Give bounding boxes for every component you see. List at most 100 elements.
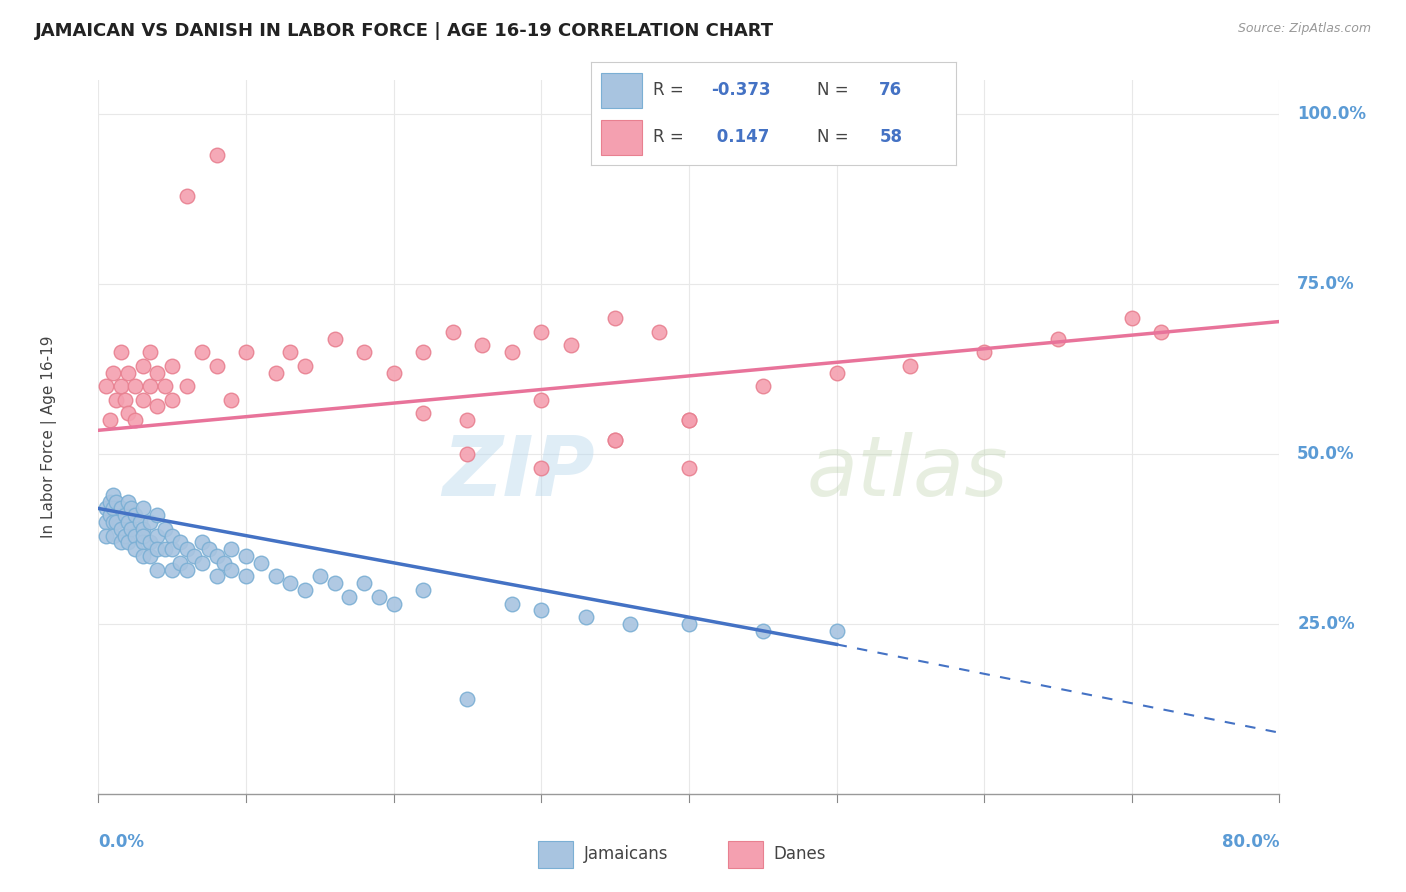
Point (353, 576, 375, 591)
Point (456, 413, 478, 427)
Point (146, 528, 169, 542)
Point (235, 345, 257, 359)
Point (323, 332, 346, 346)
Point (117, 535, 139, 549)
Point (139, 345, 162, 359)
Point (205, 549, 228, 563)
Point (162, 359, 183, 373)
Point (162, 392, 183, 407)
Point (146, 366, 169, 380)
Point (124, 542, 146, 557)
Point (619, 617, 641, 632)
Point (124, 528, 146, 542)
Point (124, 379, 146, 393)
Point (678, 413, 700, 427)
Bar (728, 841, 762, 868)
Point (94, 528, 117, 542)
Text: N =: N = (817, 81, 849, 99)
Point (441, 325, 464, 339)
Point (105, 515, 128, 529)
Point (530, 325, 553, 339)
Point (132, 359, 155, 373)
Text: 25.0%: 25.0% (1298, 615, 1355, 633)
Point (139, 535, 162, 549)
Point (294, 359, 316, 373)
Point (169, 535, 191, 549)
Point (105, 494, 128, 508)
Point (124, 413, 146, 427)
Point (124, 508, 146, 523)
Point (103, 501, 125, 516)
Point (139, 515, 162, 529)
Point (153, 522, 176, 536)
Point (235, 549, 257, 563)
Text: -0.373: -0.373 (711, 81, 770, 99)
Y-axis label: In Labor Force | Age 16-19: In Labor Force | Age 16-19 (41, 335, 58, 539)
Point (103, 528, 125, 542)
Point (176, 542, 198, 557)
Bar (602, 120, 641, 155)
Point (560, 338, 582, 352)
Point (176, 379, 198, 393)
Point (98, 508, 121, 523)
Point (94, 379, 117, 393)
Point (900, 359, 922, 373)
Point (973, 345, 995, 359)
Text: 58: 58 (879, 128, 903, 146)
Point (530, 603, 553, 617)
Point (146, 542, 169, 557)
Point (128, 515, 150, 529)
Point (132, 528, 155, 542)
Point (162, 542, 183, 557)
Point (198, 542, 221, 557)
Point (103, 515, 125, 529)
Point (412, 345, 434, 359)
Point (191, 556, 214, 570)
Point (103, 488, 125, 502)
Point (120, 522, 142, 536)
Point (751, 624, 773, 638)
Text: Jamaicans: Jamaicans (583, 845, 668, 863)
Point (110, 345, 132, 359)
Point (191, 535, 214, 549)
Text: 100.0%: 100.0% (1298, 105, 1367, 123)
Point (678, 617, 700, 632)
Point (825, 366, 848, 380)
Text: JAMAICAN VS DANISH IN LABOR FORCE | AGE 16-19 CORRELATION CHART: JAMAICAN VS DANISH IN LABOR FORCE | AGE … (35, 22, 775, 40)
Text: R =: R = (652, 81, 683, 99)
Point (530, 392, 553, 407)
Point (1150, 325, 1173, 339)
Text: ZIP: ZIP (441, 433, 595, 513)
Point (278, 345, 302, 359)
Point (132, 392, 155, 407)
Point (169, 556, 191, 570)
Point (139, 379, 162, 393)
Text: Source: ZipAtlas.com: Source: ZipAtlas.com (1237, 22, 1371, 36)
Point (412, 406, 434, 420)
Point (605, 311, 627, 326)
Point (205, 359, 228, 373)
Point (1046, 332, 1069, 346)
Point (264, 366, 287, 380)
Point (132, 522, 155, 536)
Point (471, 338, 494, 352)
Point (110, 535, 132, 549)
Point (456, 691, 478, 706)
Point (114, 508, 136, 523)
Text: 76: 76 (879, 81, 903, 99)
Point (250, 556, 273, 570)
Point (501, 345, 523, 359)
Point (132, 535, 155, 549)
Point (456, 447, 478, 461)
Point (678, 460, 700, 475)
Point (110, 379, 132, 393)
Text: 75.0%: 75.0% (1298, 275, 1355, 293)
Text: Danes: Danes (773, 845, 825, 863)
Text: 80.0%: 80.0% (1222, 833, 1279, 851)
Point (1121, 311, 1143, 326)
Point (212, 556, 235, 570)
Text: 0.0%: 0.0% (98, 833, 145, 851)
Bar (537, 841, 574, 868)
Point (309, 569, 332, 583)
Point (235, 569, 257, 583)
